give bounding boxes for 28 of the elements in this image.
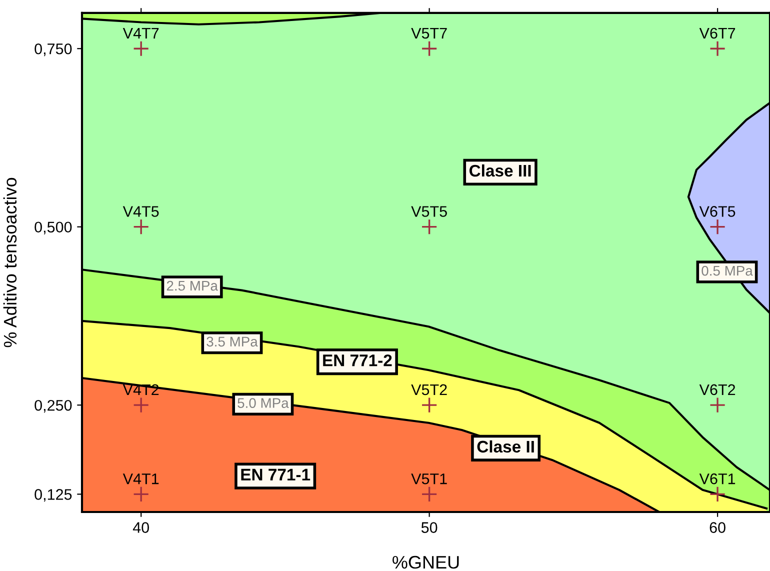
data-label: V6T2: [699, 384, 736, 396]
series-label: 3.5 MPa: [206, 336, 258, 347]
annotation: EN 771-1: [241, 468, 310, 480]
y-tick-label: 0,750: [34, 43, 72, 56]
data-label: V5T2: [411, 384, 447, 396]
data-label: V6T5: [699, 206, 736, 217]
data-label: V4T5: [122, 206, 159, 217]
data-label: V4T1: [122, 474, 159, 484]
series-label: 2.5 MPa: [166, 280, 218, 291]
data-label: V5T7: [411, 28, 447, 39]
annotation: EN 771-2: [323, 354, 392, 366]
y-axis-title: % Aditivo tensoactivo: [3, 178, 17, 348]
x-tick-label: 40: [132, 522, 149, 533]
x-axis-title: %GNEU: [392, 556, 459, 569]
y-tick-label: 0,500: [34, 222, 72, 234]
data-label: V6T1: [699, 473, 736, 484]
annotation: Clase II: [477, 440, 534, 453]
data-label: V5T5: [411, 206, 447, 217]
y-tick-label: 0,125: [34, 489, 72, 502]
data-label: V5T1: [411, 474, 447, 484]
x-tick-label: 60: [710, 522, 726, 533]
annotation: Clase III: [469, 164, 531, 177]
series-label: 5.0 MPa: [238, 398, 289, 408]
x-tick-label: 50: [421, 522, 438, 533]
data-label: V6T7: [699, 28, 736, 39]
series-label: 0.5 MPa: [702, 266, 753, 276]
data-label: V4T7: [122, 28, 159, 38]
y-tick-label: 0,250: [34, 400, 72, 413]
